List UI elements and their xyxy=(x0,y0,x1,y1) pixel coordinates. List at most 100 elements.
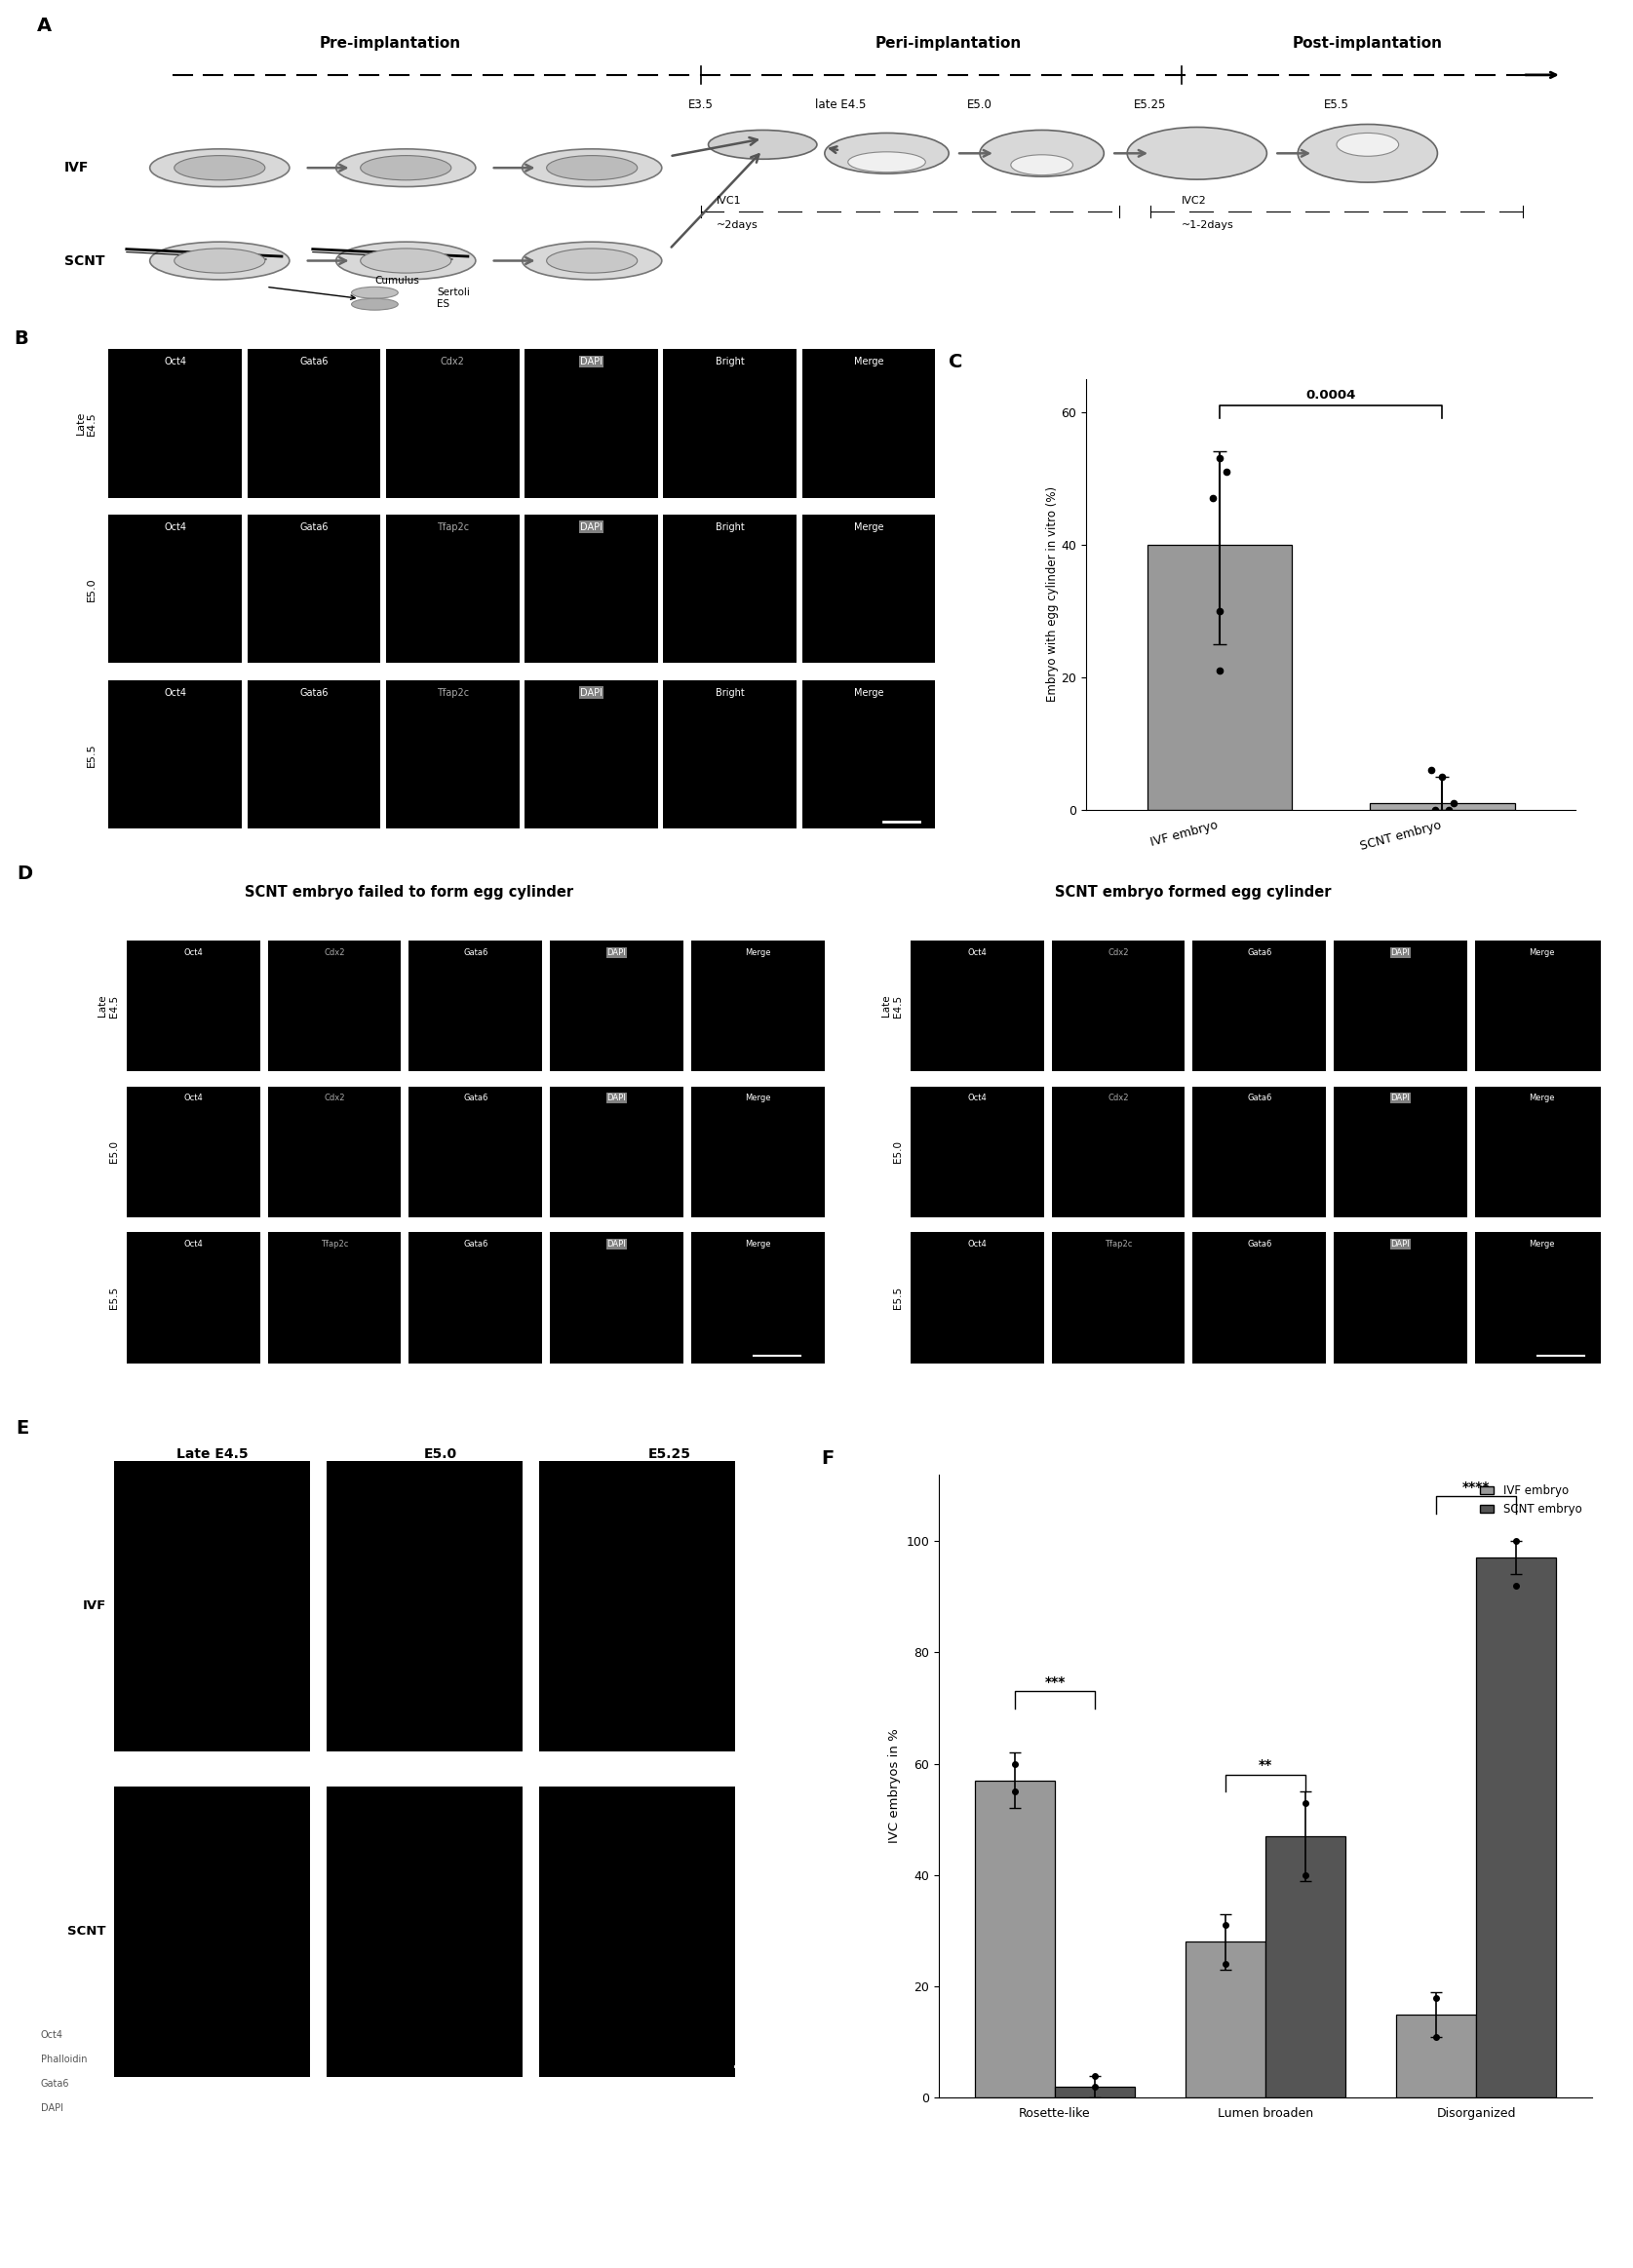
Text: E5.5: E5.5 xyxy=(1324,98,1349,111)
Ellipse shape xyxy=(336,150,475,186)
Text: Merge: Merge xyxy=(854,522,883,533)
Bar xyxy=(550,1232,683,1363)
Text: DAPI: DAPI xyxy=(580,687,603,699)
Text: SCNT: SCNT xyxy=(65,254,105,268)
Text: Oct4: Oct4 xyxy=(163,522,186,533)
Text: Late
E4.5: Late E4.5 xyxy=(882,996,903,1016)
Bar xyxy=(550,941,683,1070)
Text: Peri-implantation: Peri-implantation xyxy=(875,36,1022,50)
Text: Tfap2c: Tfap2c xyxy=(436,522,469,533)
Bar xyxy=(268,1232,402,1363)
Text: SCNT embryo formed egg cylinder: SCNT embryo formed egg cylinder xyxy=(1055,885,1331,900)
Text: Gata6: Gata6 xyxy=(299,522,328,533)
Bar xyxy=(1475,1232,1609,1363)
Ellipse shape xyxy=(848,152,926,172)
Text: Gata6: Gata6 xyxy=(464,948,488,957)
Bar xyxy=(663,515,797,662)
Bar xyxy=(691,1086,825,1218)
Text: Oct4: Oct4 xyxy=(968,1093,986,1102)
Text: IVF: IVF xyxy=(83,1599,106,1613)
Text: E5.25: E5.25 xyxy=(1135,98,1166,111)
Text: E5.0: E5.0 xyxy=(967,98,993,111)
Bar xyxy=(114,1461,310,1751)
Bar xyxy=(975,1780,1055,2098)
Ellipse shape xyxy=(150,150,289,186)
Bar xyxy=(1052,1232,1186,1363)
Text: A: A xyxy=(36,16,51,36)
Text: Gata6: Gata6 xyxy=(1248,1241,1272,1250)
Bar xyxy=(1186,1941,1266,2098)
Ellipse shape xyxy=(175,156,265,179)
Text: 0.0004: 0.0004 xyxy=(1306,390,1355,401)
Text: B: B xyxy=(15,329,29,347)
Legend: IVF embryo, SCNT embryo: IVF embryo, SCNT embryo xyxy=(1476,1481,1586,1520)
Bar xyxy=(691,941,825,1070)
Bar xyxy=(108,349,242,497)
Text: Tfap2c: Tfap2c xyxy=(1104,1241,1132,1250)
Bar xyxy=(1192,941,1326,1070)
Text: Late E4.5: Late E4.5 xyxy=(176,1447,248,1461)
Bar xyxy=(127,941,260,1070)
Text: Pre-implantation: Pre-implantation xyxy=(320,36,461,50)
Ellipse shape xyxy=(1127,127,1267,179)
Bar xyxy=(127,1086,260,1218)
Ellipse shape xyxy=(351,299,398,311)
Bar xyxy=(247,349,380,497)
Bar xyxy=(268,941,402,1070)
Bar xyxy=(524,680,658,828)
Bar xyxy=(1052,1086,1186,1218)
Text: Late
E4.5: Late E4.5 xyxy=(98,996,119,1016)
Text: Post-implantation: Post-implantation xyxy=(1293,36,1442,50)
Bar xyxy=(911,1086,1043,1218)
Bar xyxy=(911,941,1043,1070)
Ellipse shape xyxy=(361,249,451,272)
Text: IVC1: IVC1 xyxy=(715,195,741,206)
Text: DAPI: DAPI xyxy=(580,356,603,367)
Text: Late
E4.5: Late E4.5 xyxy=(75,411,96,435)
Bar xyxy=(108,680,242,828)
Text: E5.0: E5.0 xyxy=(425,1447,457,1461)
Text: F: F xyxy=(821,1449,834,1467)
Text: E: E xyxy=(16,1420,29,1438)
Ellipse shape xyxy=(1011,154,1073,175)
Text: E5.0: E5.0 xyxy=(109,1141,119,1163)
Bar xyxy=(1055,2087,1135,2098)
Text: Sertoli: Sertoli xyxy=(438,288,470,297)
Bar xyxy=(1476,1558,1556,2098)
Ellipse shape xyxy=(361,156,451,179)
Y-axis label: Embryo with egg cylinder in vitro (%): Embryo with egg cylinder in vitro (%) xyxy=(1045,485,1058,703)
Text: Gata6: Gata6 xyxy=(299,356,328,367)
Ellipse shape xyxy=(1298,125,1437,181)
Bar xyxy=(802,680,936,828)
Bar xyxy=(1396,2014,1476,2098)
Bar xyxy=(802,349,936,497)
Bar xyxy=(327,1787,523,2077)
Text: Gata6: Gata6 xyxy=(299,687,328,699)
Bar xyxy=(327,1461,523,1751)
Ellipse shape xyxy=(150,243,289,279)
Text: Tfap2c: Tfap2c xyxy=(436,687,469,699)
Text: DAPI: DAPI xyxy=(607,1093,625,1102)
Bar xyxy=(127,1232,260,1363)
Text: E5.0: E5.0 xyxy=(893,1141,903,1163)
Text: E5.5: E5.5 xyxy=(109,1286,119,1309)
Bar xyxy=(663,680,797,828)
Ellipse shape xyxy=(709,129,816,159)
Bar xyxy=(408,1232,542,1363)
Text: Cdx2: Cdx2 xyxy=(323,948,345,957)
Text: Cdx2: Cdx2 xyxy=(441,356,465,367)
Text: Merge: Merge xyxy=(1528,1241,1555,1250)
Text: Oct4: Oct4 xyxy=(968,948,986,957)
Bar xyxy=(408,1086,542,1218)
Bar xyxy=(247,515,380,662)
Ellipse shape xyxy=(547,249,637,272)
Text: Oct4: Oct4 xyxy=(185,1241,202,1250)
Text: Merge: Merge xyxy=(854,356,883,367)
Bar xyxy=(1370,803,1515,810)
Ellipse shape xyxy=(980,129,1104,177)
Text: Oct4: Oct4 xyxy=(163,356,186,367)
Bar xyxy=(247,680,380,828)
Text: Oct4: Oct4 xyxy=(185,1093,202,1102)
Text: SCNT embryo failed to form egg cylinder: SCNT embryo failed to form egg cylinder xyxy=(245,885,573,900)
Text: ****: **** xyxy=(1463,1481,1491,1495)
